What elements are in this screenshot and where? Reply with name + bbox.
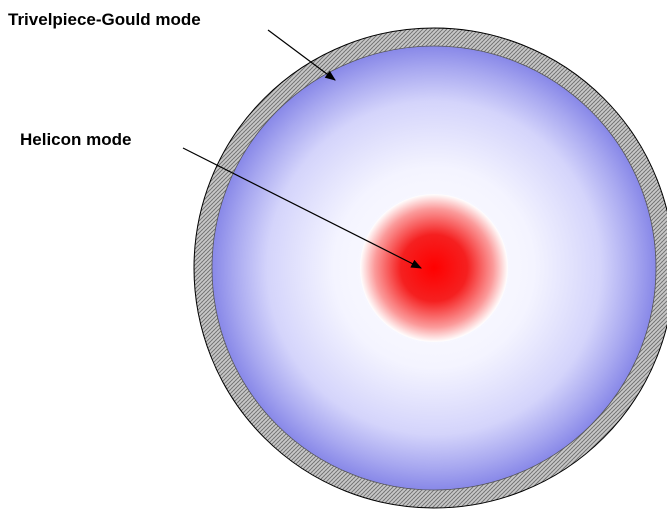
helicon-label: Helicon mode <box>20 130 131 149</box>
helicon-arrow <box>182 147 422 269</box>
tg-arrow <box>267 29 336 81</box>
helicon-core <box>360 194 508 342</box>
tg-label: Trivelpiece-Gould mode <box>8 10 201 29</box>
